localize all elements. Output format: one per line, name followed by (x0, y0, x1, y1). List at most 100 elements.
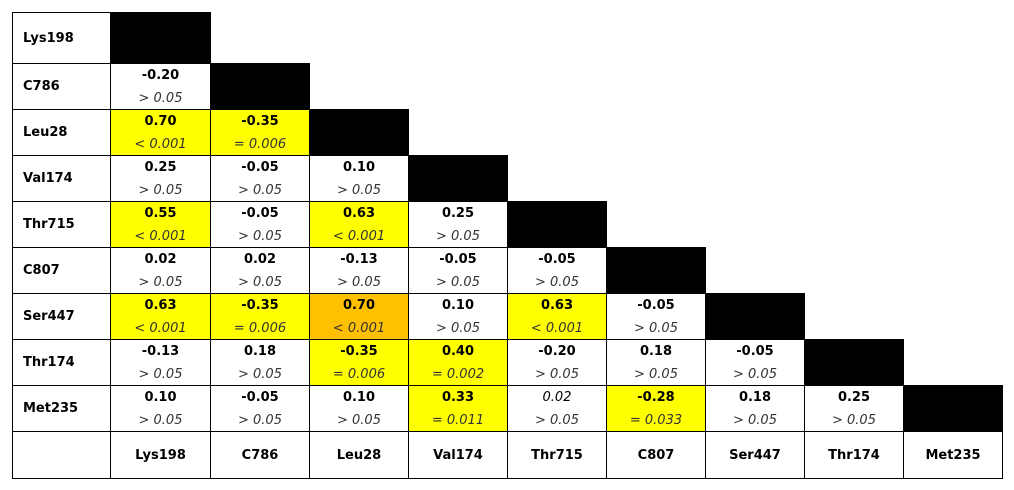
correlation-cell: 0.18 > 0.05 (210, 339, 310, 386)
coefficient: 0.25 (441, 206, 475, 221)
diagonal-cell (309, 109, 409, 156)
p-value: = 0.006 (233, 137, 287, 152)
coefficient: 0.02 (542, 390, 572, 405)
correlation-cell: -0.13 > 0.05 (110, 339, 211, 386)
p-value: > 0.05 (138, 91, 183, 106)
coefficient: -0.05 (538, 252, 576, 267)
correlation-cell: 0.10 > 0.05 (408, 293, 508, 340)
p-value: > 0.05 (535, 367, 579, 382)
column-label: C786 (210, 431, 310, 479)
diagonal-cell (210, 63, 310, 110)
p-value: > 0.05 (436, 229, 480, 244)
coefficient: -0.28 (637, 390, 675, 405)
diagonal-cell (903, 385, 1003, 432)
coefficient: -0.05 (241, 390, 279, 405)
coefficient: 0.10 (342, 390, 376, 405)
coefficient: -0.13 (340, 252, 378, 267)
row-label: Thr715 (12, 201, 111, 248)
p-value: = 0.011 (431, 413, 485, 428)
corner-cell (12, 431, 111, 479)
row-label: Val174 (12, 155, 111, 202)
column-label: Leu28 (309, 431, 409, 479)
correlation-cell: 0.63 < 0.001 (110, 293, 211, 340)
coefficient: -0.35 (340, 344, 378, 359)
p-value: > 0.05 (733, 367, 777, 382)
correlation-cell: 0.63 < 0.001 (507, 293, 607, 340)
correlation-cell: -0.13 > 0.05 (309, 247, 409, 294)
correlation-cell: 0.25 > 0.05 (408, 201, 508, 248)
column-label: Lys198 (110, 431, 211, 479)
p-value: < 0.001 (332, 321, 386, 336)
correlation-cell: 0.40 = 0.002 (408, 339, 508, 386)
correlation-cell: 0.25 > 0.05 (804, 385, 904, 432)
p-value: > 0.05 (138, 183, 183, 198)
p-value: < 0.001 (134, 229, 187, 244)
coefficient: 0.63 (342, 206, 376, 221)
p-value: > 0.05 (138, 367, 183, 382)
correlation-cell: 0.70 < 0.001 (309, 293, 409, 340)
p-value: < 0.001 (134, 137, 187, 152)
coefficient: 0.02 (144, 252, 177, 267)
p-value: > 0.05 (238, 413, 282, 428)
p-value: > 0.05 (138, 413, 183, 428)
coefficient: 0.10 (441, 298, 475, 313)
correlation-cell: 0.18 > 0.05 (705, 385, 805, 432)
correlation-cell: -0.05 > 0.05 (606, 293, 706, 340)
p-value: > 0.05 (535, 413, 579, 428)
correlation-cell: -0.28 = 0.033 (606, 385, 706, 432)
correlation-cell: -0.05 > 0.05 (210, 155, 310, 202)
coefficient: 0.25 (144, 160, 177, 175)
correlation-cell: 0.10 > 0.05 (309, 155, 409, 202)
correlation-cell: 0.02 > 0.05 (110, 247, 211, 294)
correlation-cell: -0.05 > 0.05 (507, 247, 607, 294)
correlation-cell: 0.10 > 0.05 (309, 385, 409, 432)
correlation-cell: 0.25 > 0.05 (110, 155, 211, 202)
coefficient: 0.18 (639, 344, 673, 359)
row-label: Ser447 (12, 293, 111, 340)
coefficient: 0.10 (144, 390, 177, 405)
p-value: > 0.05 (238, 275, 282, 290)
coefficient: -0.05 (241, 160, 279, 175)
correlation-cell: 0.55 < 0.001 (110, 201, 211, 248)
correlation-cell: 0.33 = 0.011 (408, 385, 508, 432)
p-value: < 0.001 (530, 321, 584, 336)
coefficient: -0.35 (241, 298, 279, 313)
coefficient: 0.63 (540, 298, 574, 313)
p-value: > 0.05 (634, 321, 678, 336)
coefficient: -0.13 (141, 344, 180, 359)
p-value: = 0.006 (233, 321, 287, 336)
p-value: < 0.001 (134, 321, 187, 336)
coefficient: 0.25 (837, 390, 871, 405)
coefficient: -0.05 (736, 344, 774, 359)
p-value: > 0.05 (138, 275, 183, 290)
row-label: Met235 (12, 385, 111, 432)
p-value: > 0.05 (436, 275, 480, 290)
coefficient: 0.10 (342, 160, 376, 175)
correlation-cell: 0.02 > 0.05 (507, 385, 607, 432)
correlation-cell: 0.02 > 0.05 (210, 247, 310, 294)
correlation-cell: -0.20 > 0.05 (110, 63, 211, 110)
diagonal-cell (110, 12, 211, 64)
coefficient: -0.20 (538, 344, 576, 359)
correlation-cell: -0.05 > 0.05 (408, 247, 508, 294)
p-value: > 0.05 (238, 229, 282, 244)
correlation-cell: 0.63 < 0.001 (309, 201, 409, 248)
row-label: Lys198 (12, 12, 111, 64)
p-value: = 0.033 (629, 413, 683, 428)
coefficient: -0.35 (241, 114, 279, 129)
coefficient: 0.70 (342, 298, 376, 313)
p-value: > 0.05 (634, 367, 678, 382)
diagonal-cell (705, 293, 805, 340)
p-value: > 0.05 (535, 275, 579, 290)
row-label: Thr174 (12, 339, 111, 386)
coefficient: 0.33 (441, 390, 475, 405)
row-label: Leu28 (12, 109, 111, 156)
p-value: < 0.001 (332, 229, 386, 244)
p-value: > 0.05 (733, 413, 777, 428)
correlation-cell: -0.20 > 0.05 (507, 339, 607, 386)
correlation-cell: -0.05 > 0.05 (705, 339, 805, 386)
coefficient: 0.63 (144, 298, 177, 313)
p-value: > 0.05 (832, 413, 876, 428)
correlation-cell: 0.10 > 0.05 (110, 385, 211, 432)
